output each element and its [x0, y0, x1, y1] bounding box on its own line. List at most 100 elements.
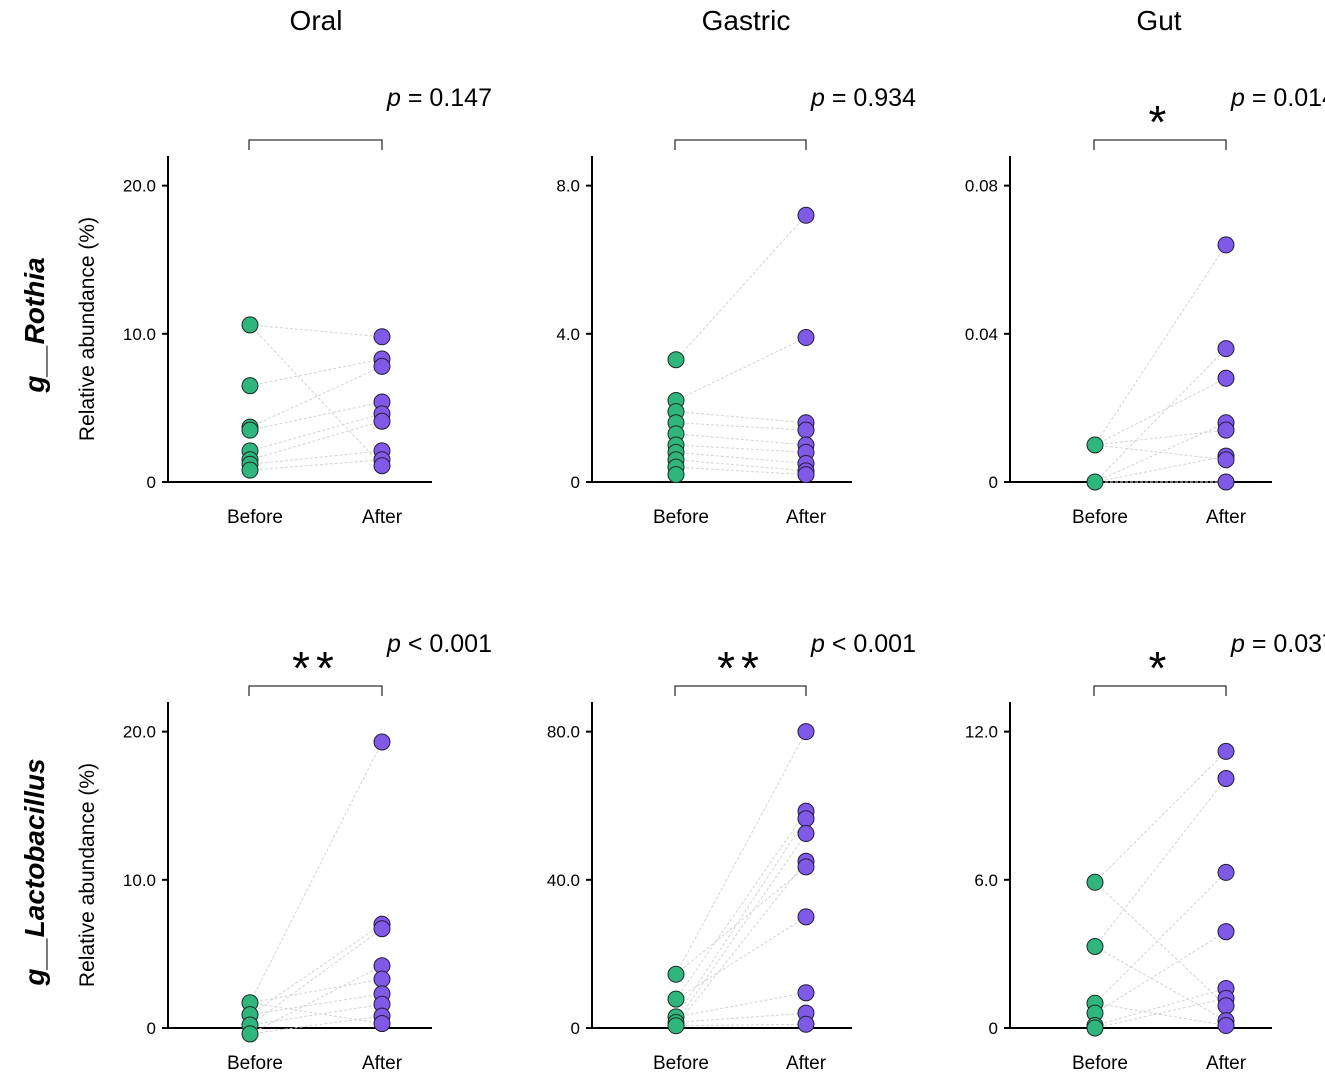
pair-line	[675, 833, 807, 1023]
pair-line	[675, 731, 807, 975]
x-tick-label: After	[786, 507, 827, 528]
after-point	[1217, 369, 1235, 387]
y-tick-label: 4.0	[556, 325, 580, 344]
pair-line	[1094, 931, 1227, 1014]
after-point	[373, 457, 391, 475]
x-tick-label: Before	[227, 1053, 283, 1074]
y-tick-label: 0	[571, 473, 580, 492]
pair-line	[249, 401, 383, 431]
significance-stars: *	[1149, 96, 1173, 148]
pair-line	[1094, 997, 1227, 1029]
after-point	[797, 206, 815, 224]
p-value: p = 0.037	[1230, 630, 1325, 658]
after-point	[1217, 863, 1235, 881]
before-point	[1086, 938, 1104, 955]
pair-line	[249, 324, 383, 467]
pair-line	[249, 741, 383, 1004]
p-value-text: = 0.014	[1245, 84, 1325, 112]
y-axis-title: Relative abundance (%)	[76, 763, 99, 987]
pair-line	[675, 810, 807, 1000]
y-tick-label: 6.0	[974, 871, 998, 890]
pair-line	[1094, 455, 1227, 483]
x-tick-label: After	[362, 1053, 403, 1074]
p-value-text: < 0.001	[401, 630, 492, 658]
before-point	[667, 965, 685, 983]
y-axis-title: Relative abundance (%)	[76, 217, 99, 441]
x-tick-label: After	[362, 507, 403, 528]
pair-line	[1094, 988, 1227, 1027]
after-point	[373, 1015, 391, 1033]
pair-line	[249, 420, 383, 461]
pair-line	[1094, 946, 1227, 1022]
pair-line	[249, 413, 383, 452]
y-tick-label: 20.0	[123, 177, 156, 196]
before-point	[1086, 873, 1104, 891]
significance-stars: *	[1149, 642, 1173, 694]
x-tick-label: After	[1206, 1053, 1247, 1074]
before-point	[241, 316, 259, 334]
p-value-symbol: p	[1230, 630, 1245, 658]
after-point	[1217, 742, 1235, 760]
p-value-text: = 0.934	[825, 84, 916, 112]
after-point	[797, 908, 815, 926]
after-point	[797, 723, 815, 741]
x-tick-label: Before	[1072, 507, 1128, 528]
pair-line	[675, 916, 807, 1000]
y-tick-label: 8.0	[556, 177, 580, 196]
y-tick-label: 0	[571, 1019, 580, 1038]
panel-gut-1: 0 0.04 0.08 Before After * p = 0.014	[965, 84, 1325, 528]
y-tick-label: 0.08	[965, 177, 998, 196]
pair-line	[675, 411, 807, 424]
x-tick-label: Before	[227, 507, 283, 528]
after-point	[1217, 770, 1235, 788]
after-point	[797, 810, 815, 828]
pair-line	[249, 923, 383, 1016]
pair-line	[675, 459, 807, 472]
panel-oral-2: 0 10.0 20.0 Before After Relative abundance (…	[76, 630, 492, 1074]
pair-line	[1094, 444, 1227, 461]
pair-line	[675, 466, 807, 476]
after-point	[1217, 421, 1235, 439]
panel-gut-2: 0 6.0 12.0 Before After * p = 0.037	[965, 630, 1325, 1074]
after-point	[797, 466, 815, 484]
p-value-text: = 0.147	[401, 84, 492, 112]
pair-line	[675, 422, 807, 431]
after-point	[1217, 236, 1235, 254]
before-point	[241, 377, 259, 395]
p-value: p < 0.001	[810, 630, 916, 658]
p-value: p = 0.147	[386, 84, 492, 112]
p-value-text: < 0.001	[825, 630, 916, 658]
pair-line	[249, 965, 383, 1035]
pair-line	[675, 337, 807, 401]
row-label-lactobacillus: g__Lactobacillus	[19, 758, 50, 986]
after-point	[373, 733, 391, 751]
p-value: p = 0.934	[810, 84, 916, 112]
significance-bracket	[674, 139, 807, 150]
before-point	[1086, 1019, 1104, 1037]
pair-line	[675, 451, 807, 464]
p-value-symbol: p	[810, 630, 825, 658]
y-tick-label: 12.0	[965, 723, 998, 742]
pair-line	[675, 1023, 807, 1027]
before-point	[667, 351, 685, 369]
y-tick-label: 80.0	[547, 723, 580, 742]
pair-line	[249, 1002, 383, 1025]
pair-line	[675, 444, 807, 453]
significance-bracket	[1093, 685, 1227, 696]
y-tick-label: 0	[989, 1019, 998, 1038]
panel-gastric-1: 0 4.0 8.0 Before After p = 0.934	[556, 84, 916, 528]
p-value: p < 0.001	[386, 630, 492, 658]
after-point	[797, 984, 815, 1002]
after-point	[1217, 340, 1235, 358]
after-point	[1217, 473, 1235, 491]
significance-bracket	[248, 139, 383, 150]
x-tick-label: Before	[1072, 1053, 1128, 1074]
pair-line	[1094, 377, 1227, 446]
x-tick-label: Before	[653, 1053, 709, 1074]
y-tick-label: 10.0	[123, 325, 156, 344]
significance-stars: **	[292, 642, 340, 694]
after-point	[1217, 1017, 1235, 1035]
pair-line	[1094, 872, 1227, 1004]
p-value-text: = 0.037	[1245, 630, 1325, 658]
